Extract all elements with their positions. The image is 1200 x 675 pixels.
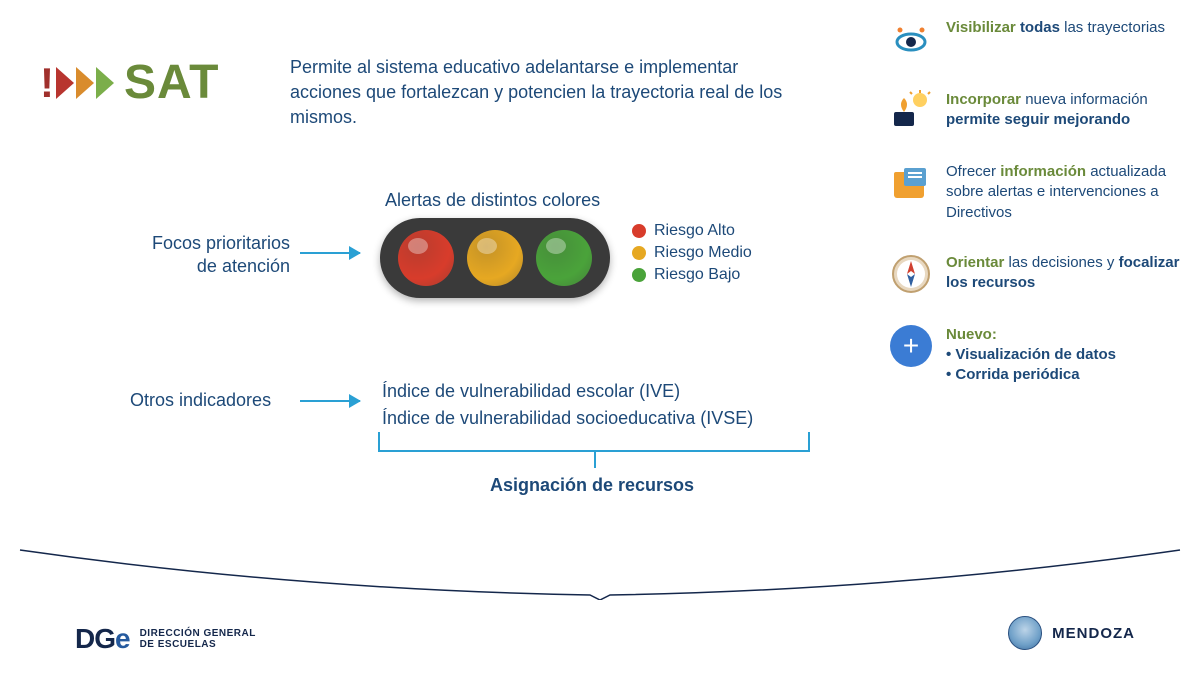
chevron-icon xyxy=(96,67,114,99)
footer-curve xyxy=(0,540,1200,600)
ive-text: Índice de vulnerabilidad escolar (IVE) xyxy=(382,378,753,405)
feature-text: Nuevo: • Visualización de datos • Corrid… xyxy=(946,325,1116,386)
dge-mark: DGe xyxy=(75,623,130,655)
dge-sub-line: DIRECCIÓN GENERAL xyxy=(140,628,256,639)
dge-subtitle: DIRECCIÓN GENERAL DE ESCUELAS xyxy=(140,628,256,650)
feature-text: Orientar las decisiones y focalizar los … xyxy=(946,253,1180,294)
feature-text: Ofrecer información actualizada sobre al… xyxy=(946,162,1180,223)
dot-icon xyxy=(632,268,646,282)
feature-item: Incorporar nueva información permite seg… xyxy=(890,90,1180,132)
indices-list: Índice de vulnerabilidad escolar (IVE) Í… xyxy=(382,378,753,432)
bracket-connector xyxy=(378,432,810,452)
light-yellow xyxy=(467,230,523,286)
focos-line1: Focos prioritarios xyxy=(152,233,290,253)
legend-row: Riesgo Bajo xyxy=(632,266,752,284)
mendoza-text: MENDOZA xyxy=(1052,625,1135,642)
legend-label: Riesgo Bajo xyxy=(654,266,740,284)
logo-chevrons: ! xyxy=(40,62,114,104)
dge-logo: DGe DIRECCIÓN GENERAL DE ESCUELAS xyxy=(75,623,256,655)
compass-icon xyxy=(890,253,932,295)
light-red xyxy=(398,230,454,286)
chevron-icon xyxy=(56,67,74,99)
otros-label: Otros indicadores xyxy=(130,390,271,411)
traffic-light xyxy=(380,218,610,298)
dge-e: e xyxy=(115,623,130,654)
light-green xyxy=(536,230,592,286)
alerts-title: Alertas de distintos colores xyxy=(385,190,600,211)
feature-item: + Nuevo: • Visualización de datos • Corri… xyxy=(890,325,1180,386)
arrow-icon xyxy=(300,400,360,402)
legend-row: Riesgo Medio xyxy=(632,244,752,262)
features-column: Visibilizar todas las trayectorias Incorp… xyxy=(890,18,1180,416)
arrow-icon xyxy=(300,252,360,254)
legend-row: Riesgo Alto xyxy=(632,222,752,240)
asignacion-label: Asignación de recursos xyxy=(490,475,694,496)
exclamation-icon: ! xyxy=(40,62,54,104)
dot-icon xyxy=(632,246,646,260)
folder-icon xyxy=(890,162,932,204)
focos-label: Focos prioritarios de atención xyxy=(110,232,290,279)
logo-text: SAT xyxy=(124,55,219,110)
idea-icon xyxy=(890,90,932,132)
legend-label: Riesgo Medio xyxy=(654,244,752,262)
intro-paragraph: Permite al sistema educativo adelantarse… xyxy=(290,55,810,131)
eye-icon xyxy=(890,18,932,60)
risk-legend: Riesgo Alto Riesgo Medio Riesgo Bajo xyxy=(632,222,752,288)
sat-logo: ! SAT xyxy=(40,55,219,110)
dge-sub-line: DE ESCUELAS xyxy=(140,639,256,650)
focos-line2: de atención xyxy=(197,256,290,276)
chevron-icon xyxy=(76,67,94,99)
dge-letters: DG xyxy=(75,623,115,654)
feature-text: Visibilizar todas las trayectorias xyxy=(946,18,1165,38)
dot-icon xyxy=(632,224,646,238)
plus-icon: + xyxy=(890,325,932,367)
mendoza-logo: MENDOZA xyxy=(1008,616,1135,650)
ivse-text: Índice de vulnerabilidad socioeducativa … xyxy=(382,405,753,432)
feature-item: Ofrecer información actualizada sobre al… xyxy=(890,162,1180,223)
feature-item: Orientar las decisiones y focalizar los … xyxy=(890,253,1180,295)
legend-label: Riesgo Alto xyxy=(654,222,735,240)
feature-item: Visibilizar todas las trayectorias xyxy=(890,18,1180,60)
feature-text: Incorporar nueva información permite seg… xyxy=(946,90,1180,131)
shield-icon xyxy=(1008,616,1042,650)
